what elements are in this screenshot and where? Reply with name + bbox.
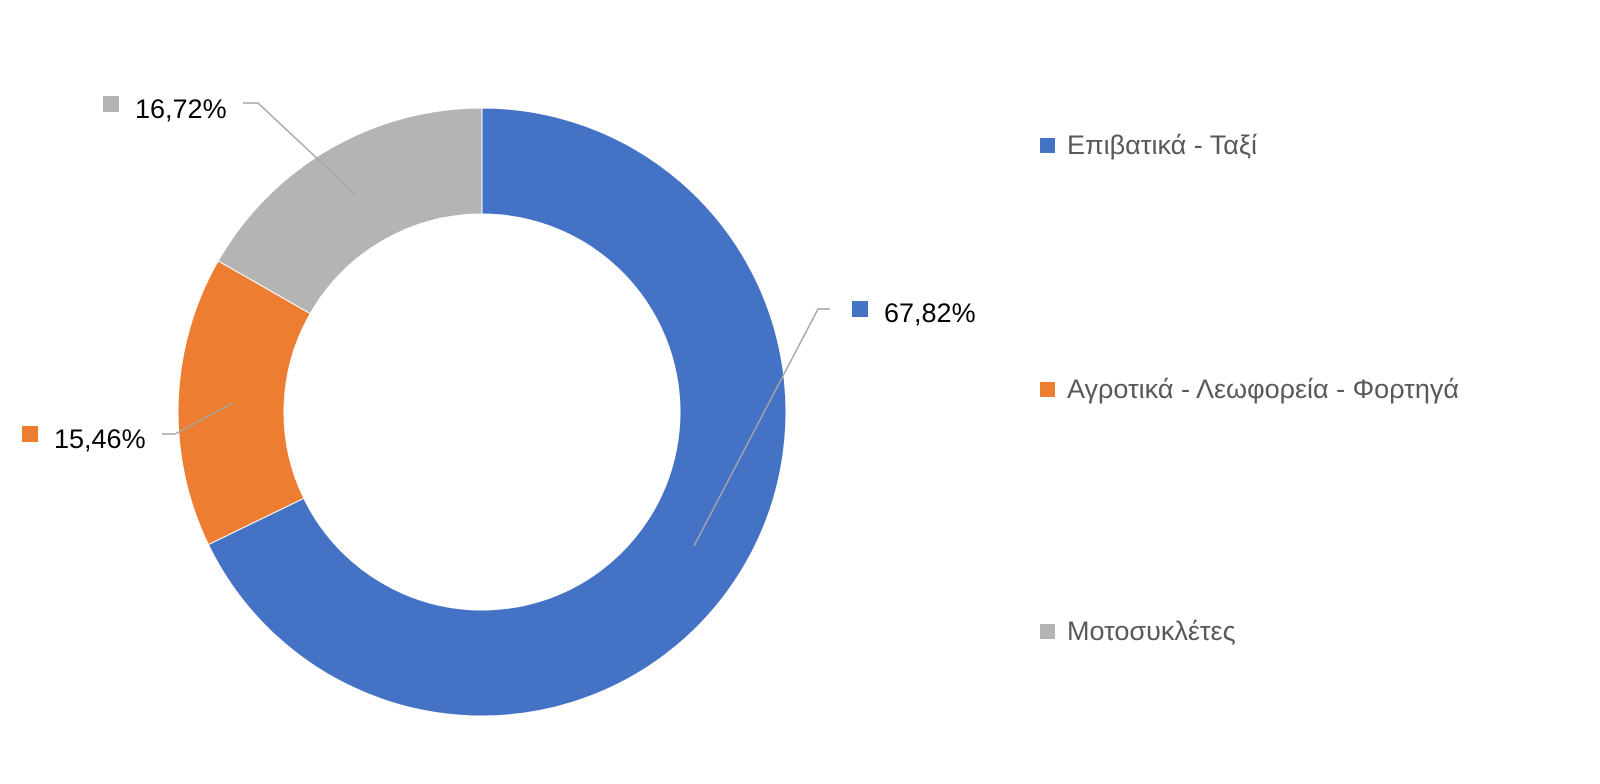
- leader-lines: [162, 102, 830, 547]
- donut-slice-2: [217, 107, 483, 315]
- donut-slice-0: [207, 107, 787, 717]
- data-label-1: 15,46%: [54, 424, 146, 454]
- legend-swatch-2: [1040, 623, 1055, 639]
- data-label-swatch-1: [22, 426, 38, 442]
- legend-label-2: Μοτοσυκλέτες: [1067, 615, 1236, 646]
- legend-item-2: Μοτοσυκλέτες: [1040, 611, 1236, 651]
- legend-label-0: Επιβατικά - Ταξί: [1067, 129, 1257, 160]
- legend-item-1: Αγροτικά - Λεωφορεία - Φορτηγά: [1040, 369, 1459, 409]
- legend-label-1: Αγροτικά - Λεωφορεία - Φορτηγά: [1067, 373, 1459, 404]
- leader-line-0: [693, 308, 830, 547]
- legend-item-0: Επιβατικά - Ταξί: [1040, 125, 1257, 165]
- leader-line-2: [243, 102, 356, 195]
- data-label-0: 67,82%: [884, 298, 976, 328]
- donut-slices: [177, 107, 787, 717]
- data-label-swatch-0: [852, 301, 868, 317]
- donut-slice-1: [177, 260, 311, 546]
- legend-swatch-1: [1040, 381, 1055, 397]
- data-label-2: 16,72%: [135, 94, 227, 124]
- leader-line-1: [162, 402, 234, 435]
- data-label-swatch-2: [103, 96, 119, 112]
- chart-legend: Επιβατικά - Ταξί Αγροτικά - Λεωφορεία - …: [1040, 0, 1600, 784]
- data-labels: 67,82% 15,46% 16,72%: [22, 94, 976, 454]
- legend-swatch-0: [1040, 137, 1055, 153]
